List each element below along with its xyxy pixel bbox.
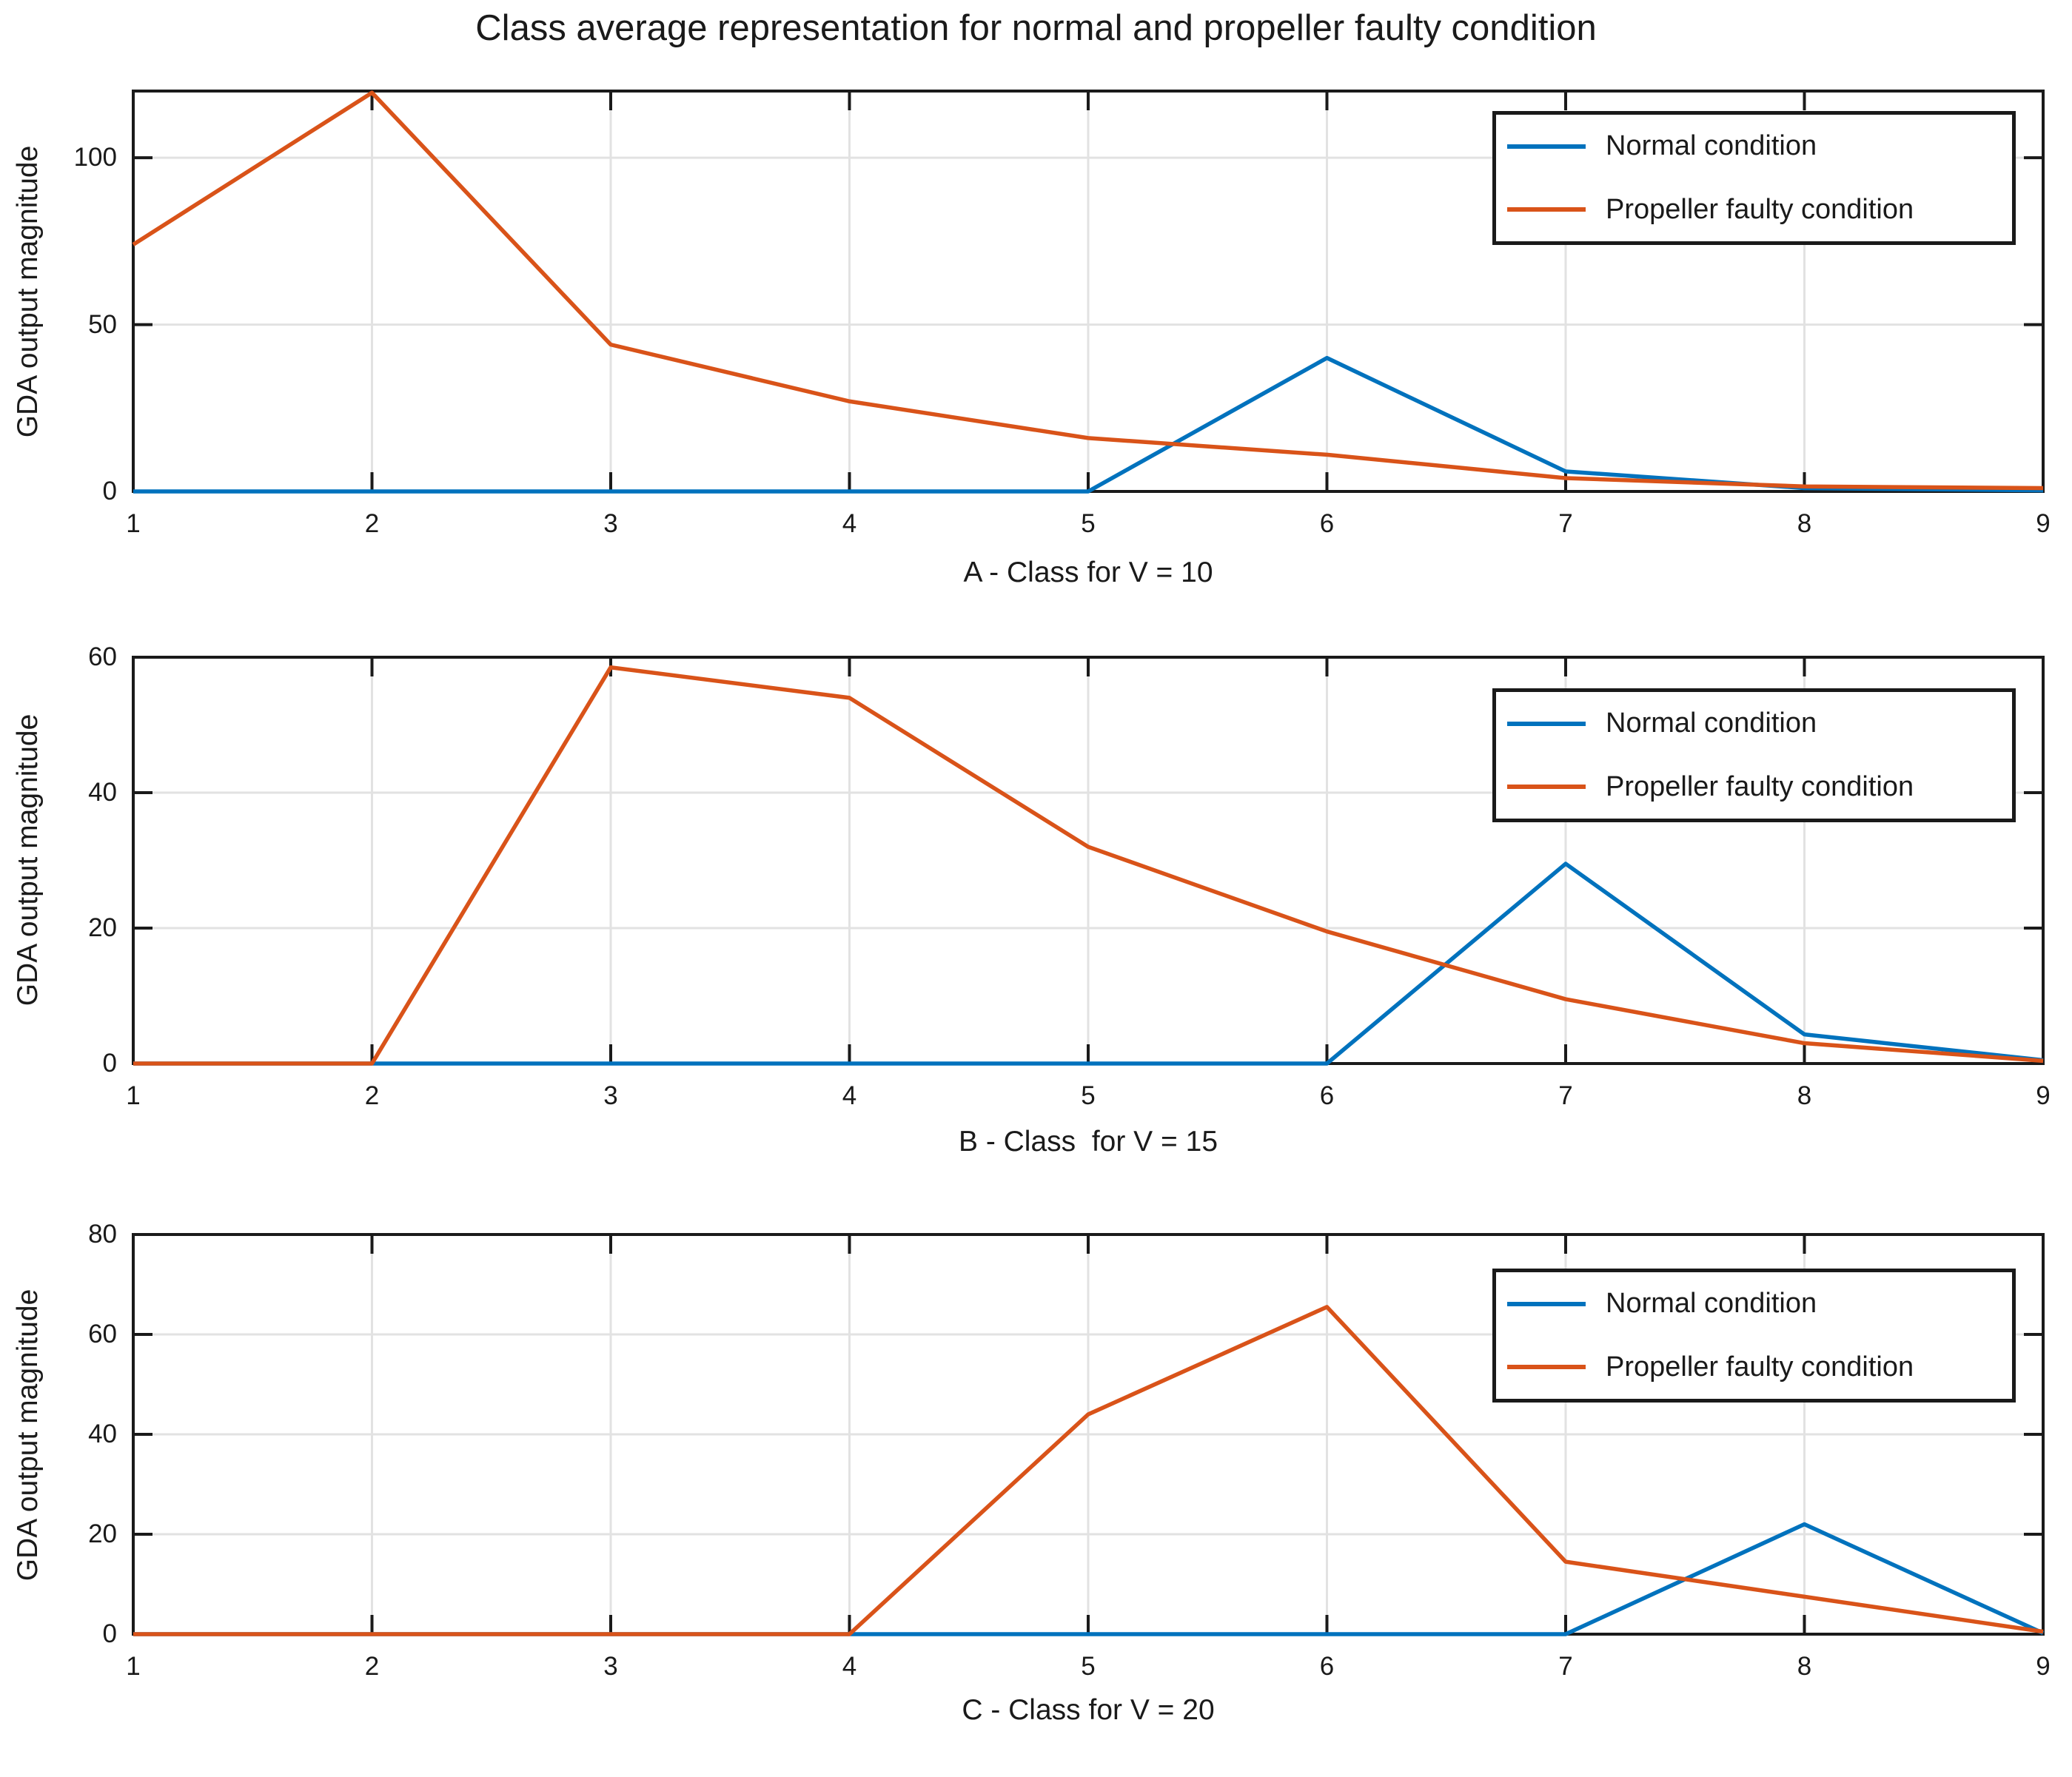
y-tick-label: 80 [88, 1220, 117, 1249]
y-tick-label: 50 [88, 309, 117, 339]
x-tick-label: 4 [842, 1081, 857, 1110]
legend-label-faulty: Propeller faulty condition [1606, 1351, 1914, 1383]
legend-entry-faulty: Propeller faulty condition [1496, 1351, 2012, 1383]
x-tick-label: 7 [1558, 1652, 1573, 1681]
y-tick-label: 100 [73, 143, 117, 172]
x-tick-label: 7 [1558, 509, 1573, 538]
legend-label-faulty: Propeller faulty condition [1606, 193, 1914, 225]
panel-a [132, 90, 2045, 494]
y-tick-label: 0 [102, 1049, 117, 1078]
legend-label-normal: Normal condition [1606, 708, 1817, 739]
legend-panel-c: Normal condition Propeller faulty condit… [1492, 1269, 2016, 1403]
x-axis-label-panel-b: B - Class for V = 15 [958, 1126, 1218, 1158]
y-tick-label: 40 [88, 778, 117, 807]
legend-label-faulty: Propeller faulty condition [1606, 770, 1914, 802]
legend-line-sample-faulty [1507, 1365, 1586, 1370]
figure-title: Class average representation for normal … [475, 8, 1597, 48]
y-tick-label: 60 [88, 642, 117, 671]
x-tick-label: 9 [2036, 1081, 2051, 1110]
y-tick-label: 0 [102, 1619, 117, 1648]
x-tick-label: 4 [842, 509, 857, 538]
legend-label-normal: Normal condition [1606, 1288, 1817, 1320]
y-axis-label-panel-b: GDA output magnitude [12, 713, 44, 1007]
x-tick-label: 8 [1797, 1652, 1812, 1681]
y-tick-label: 60 [88, 1320, 117, 1348]
y-axis-label-panel-c: GDA output magnitude [12, 1289, 44, 1582]
x-tick-label: 2 [364, 1081, 380, 1110]
y-axis-label-panel-a: GDA output magnitude [12, 145, 44, 438]
x-tick-label: 8 [1797, 1081, 1812, 1110]
legend-panel-a: Normal condition Propeller faulty condit… [1492, 111, 2016, 245]
x-tick-label: 3 [603, 509, 618, 538]
x-tick-label: 9 [2036, 1652, 2051, 1681]
legend-label-normal: Normal condition [1606, 130, 1817, 162]
x-tick-label: 3 [603, 1081, 618, 1110]
y-tick-label: 40 [88, 1420, 117, 1448]
legend-line-sample-normal [1507, 144, 1586, 149]
x-tick-label: 6 [1319, 1652, 1335, 1681]
x-tick-label: 3 [603, 1652, 618, 1681]
series-line-faulty [132, 90, 2044, 491]
x-tick-label: 1 [126, 1081, 141, 1110]
legend-entry-normal: Normal condition [1496, 708, 2012, 739]
x-tick-label: 5 [1081, 1652, 1096, 1681]
x-tick-label: 8 [1797, 509, 1812, 538]
x-axis-label-panel-c: C - Class for V = 20 [962, 1694, 1215, 1726]
x-tick-label: 5 [1081, 509, 1096, 538]
legend-entry-faulty: Propeller faulty condition [1496, 771, 2012, 803]
legend-entry-normal: Normal condition [1496, 1288, 2012, 1320]
x-axis-label-panel-a: A - Class for V = 10 [963, 557, 1213, 588]
panel-c [132, 1233, 2045, 1636]
legend-line-sample-normal [1507, 721, 1586, 726]
legend-line-sample-faulty [1507, 207, 1586, 212]
series-line-faulty [133, 1305, 2044, 1636]
legend-entry-normal: Normal condition [1496, 130, 2012, 162]
x-tick-label: 6 [1319, 509, 1335, 538]
legend-panel-b: Normal condition Propeller faulty condit… [1492, 688, 2016, 822]
x-tick-label: 2 [364, 1652, 380, 1681]
x-tick-label: 6 [1319, 1081, 1335, 1110]
series-line-faulty [133, 665, 2044, 1066]
x-tick-label: 7 [1558, 1081, 1573, 1110]
series-line-normal [133, 861, 2044, 1066]
x-tick-label: 5 [1081, 1081, 1096, 1110]
y-tick-label: 20 [88, 913, 117, 942]
legend-line-sample-normal [1507, 1301, 1586, 1306]
y-tick-label: 0 [102, 477, 117, 505]
x-tick-label: 2 [364, 509, 380, 538]
y-tick-label: 20 [88, 1519, 117, 1548]
legend-line-sample-faulty [1507, 785, 1586, 790]
x-tick-label: 9 [2036, 509, 2051, 538]
x-tick-label: 1 [126, 1652, 141, 1681]
legend-entry-faulty: Propeller faulty condition [1496, 194, 2012, 226]
x-tick-label: 4 [842, 1652, 857, 1681]
x-tick-label: 1 [126, 509, 141, 538]
